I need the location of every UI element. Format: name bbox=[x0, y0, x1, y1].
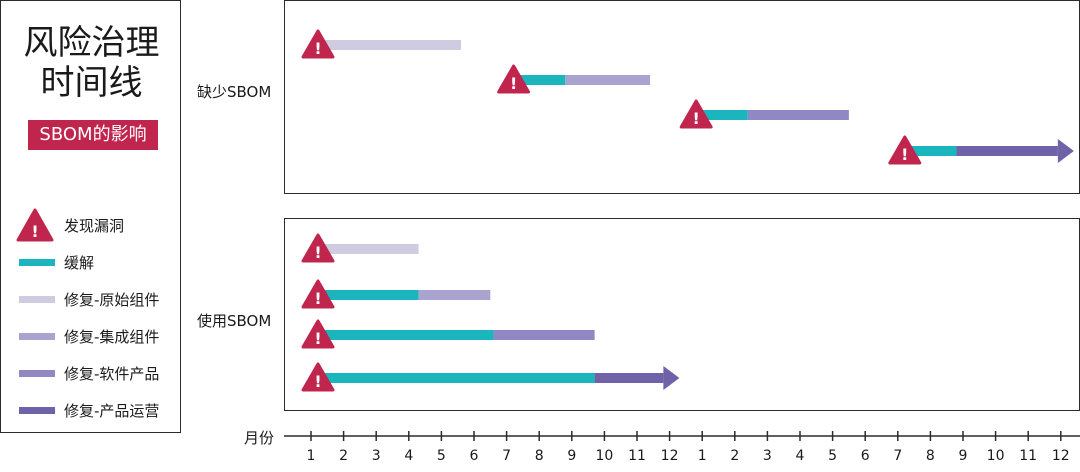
axis-tick-label: 1 bbox=[697, 448, 707, 464]
axis-tick-label: 10 bbox=[595, 448, 614, 464]
bar-segment-mitigate bbox=[311, 290, 419, 300]
subtitle-badge: SBOM的影响 bbox=[28, 120, 158, 150]
warning-triangle-icon: ! bbox=[301, 362, 335, 392]
section-panel-without-sbom bbox=[284, 0, 1080, 194]
bar-segment-fix_original bbox=[311, 244, 419, 254]
legend-swatch-fix-software bbox=[19, 370, 55, 377]
bar-segment-fix_operations bbox=[956, 146, 1058, 156]
bar-segment-fix_software bbox=[493, 330, 595, 340]
legend-swatch-fix-operations bbox=[19, 407, 55, 414]
svg-text:!: ! bbox=[314, 372, 321, 391]
axis-tick-label: 7 bbox=[502, 448, 512, 464]
bar-segment-mitigate bbox=[311, 330, 494, 340]
axis-tick-label: 1 bbox=[306, 448, 316, 464]
axis-tick-label: 4 bbox=[795, 448, 805, 464]
svg-text:!: ! bbox=[510, 74, 517, 93]
legend-panel: 风险治理 时间线 SBOM的影响 ! 发现漏洞 缓解 修复-原始组件 修复-集成… bbox=[0, 0, 181, 433]
axis-tick-label: 12 bbox=[660, 448, 679, 464]
legend-swatch-fix-integrated bbox=[19, 333, 55, 340]
axis-tick-label: 3 bbox=[762, 448, 772, 464]
svg-text:!: ! bbox=[314, 329, 321, 348]
axis-tick-label: 11 bbox=[1019, 448, 1038, 464]
axis-tick-label: 12 bbox=[1051, 448, 1070, 464]
legend-swatches: ! bbox=[16, 208, 54, 242]
section-label-without-sbom: 缺少SBOM bbox=[197, 83, 272, 101]
month-axis bbox=[284, 431, 1080, 441]
legend-warning-mark: ! bbox=[31, 222, 38, 241]
bar-segment-mitigate bbox=[506, 75, 566, 85]
axis-tick-label: 2 bbox=[730, 448, 740, 464]
bar-segment-mitigate bbox=[897, 146, 957, 156]
axis-tick-label: 7 bbox=[893, 448, 903, 464]
legend-label-fix-operations: 修复-产品运营 bbox=[64, 402, 160, 420]
legend-warning-triangle-icon: ! bbox=[16, 208, 54, 242]
legend-swatch-mitigate bbox=[19, 259, 55, 266]
bar-segment-fix_software bbox=[747, 110, 849, 120]
bar-segment-fix_original bbox=[311, 40, 461, 50]
svg-text:!: ! bbox=[901, 145, 908, 164]
warning-triangle-icon: ! bbox=[301, 319, 335, 349]
svg-text:!: ! bbox=[314, 243, 321, 262]
axis-tick-label: 5 bbox=[436, 448, 446, 464]
bars-layer: !!!!!!!! bbox=[301, 29, 1074, 392]
warning-triangle-icon: ! bbox=[301, 279, 335, 309]
svg-text:!: ! bbox=[693, 109, 700, 128]
bar-arrow-head bbox=[663, 366, 680, 390]
axis-tick-label: 11 bbox=[628, 448, 646, 464]
legend-swatch-fix-original bbox=[19, 296, 55, 303]
axis-tick-label: 3 bbox=[371, 448, 381, 464]
bar-arrow-head bbox=[1057, 139, 1074, 163]
title-line-1: 风险治理 bbox=[23, 23, 160, 63]
axis-label-month: 月份 bbox=[244, 429, 275, 447]
bar-segment-fix_operations bbox=[594, 373, 664, 383]
section-label-with-sbom: 使用SBOM bbox=[197, 312, 272, 330]
axis-tick-label: 8 bbox=[534, 448, 544, 464]
legend-label-fix-original: 修复-原始组件 bbox=[64, 291, 160, 309]
warning-triangle-icon: ! bbox=[497, 64, 531, 94]
warning-triangle-icon: ! bbox=[301, 233, 335, 263]
warning-triangle-icon: ! bbox=[679, 99, 713, 129]
legend-label-fix-software: 修复-软件产品 bbox=[64, 365, 160, 383]
svg-text:!: ! bbox=[314, 289, 321, 308]
bar-segment-mitigate bbox=[311, 373, 595, 383]
legend-label-discover: 发现漏洞 bbox=[64, 217, 125, 235]
axis-tick-label: 8 bbox=[925, 448, 935, 464]
axis-tick-label: 6 bbox=[469, 448, 479, 464]
axis-tick-label: 4 bbox=[404, 448, 414, 464]
axis-tick-label: 9 bbox=[567, 448, 577, 464]
legend-label-fix-integrated: 修复-集成组件 bbox=[64, 328, 160, 346]
bar-segment-mitigate bbox=[689, 110, 748, 120]
axis-tick-label: 5 bbox=[828, 448, 838, 464]
axis-tick-label: 10 bbox=[986, 448, 1005, 464]
axis-tick-label: 9 bbox=[958, 448, 968, 464]
warning-triangle-icon: ! bbox=[888, 135, 922, 165]
title-line-2: 时间线 bbox=[40, 63, 143, 103]
legend-label-mitigate: 缓解 bbox=[64, 254, 95, 272]
axis-tick-label: 6 bbox=[860, 448, 870, 464]
svg-text:!: ! bbox=[314, 39, 321, 58]
bar-segment-fix_integrated bbox=[565, 75, 651, 85]
axis-tick-label: 2 bbox=[339, 448, 349, 464]
warning-triangle-icon: ! bbox=[301, 29, 335, 59]
bar-segment-fix_integrated bbox=[418, 290, 491, 300]
